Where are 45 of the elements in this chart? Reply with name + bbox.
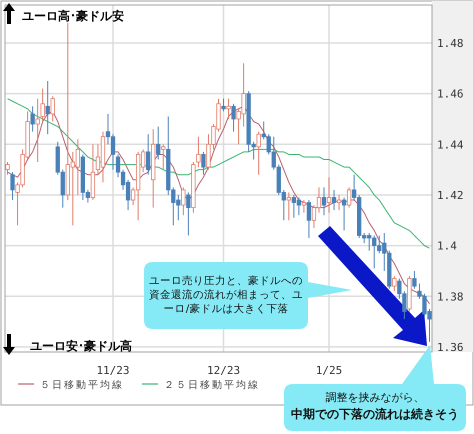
candlestick	[392, 276, 396, 292]
annotation: ユーロ売り圧力と、豪ドルへの資金還流の流れが相まって、ユーロ/豪ドルは大きく下落	[148, 274, 304, 317]
candlestick	[156, 126, 160, 160]
y-tick-label: 1.48	[437, 36, 464, 50]
candlestick	[336, 194, 342, 211]
line-series	[7, 98, 430, 249]
candlestick	[326, 176, 332, 214]
annotation: ユーロ高･豪ドル安	[22, 9, 124, 23]
candlestick	[40, 88, 45, 122]
candlestick	[342, 196, 346, 231]
candlestick	[196, 136, 201, 168]
y-tick-label: 1.38	[437, 290, 464, 304]
candlestick	[46, 80, 50, 135]
candlestick	[30, 106, 35, 132]
annotation: ユーロ安･豪ドル高	[30, 339, 132, 353]
candlestick	[306, 200, 312, 239]
candlestick	[302, 200, 306, 214]
candlestick	[286, 192, 291, 221]
candlestick	[332, 189, 336, 211]
y-tick-label: 1.46	[437, 88, 464, 101]
candlestick	[256, 131, 261, 176]
candlestick	[50, 96, 55, 122]
candlestick	[231, 103, 236, 132]
candlestick	[181, 186, 186, 216]
legend-label: ２５日移動平均線	[164, 379, 260, 391]
y-tick-label: 1.36	[437, 340, 464, 354]
x-tick-label: 12/23	[206, 364, 240, 377]
candlestick	[10, 172, 15, 201]
y-tick-label: 1.4	[437, 240, 458, 253]
y-tick-label: 1.44	[437, 138, 464, 152]
candlestick	[146, 134, 150, 176]
candlestick	[161, 144, 166, 170]
candlestick	[186, 192, 191, 236]
candlestick	[201, 151, 206, 176]
y-tick-label: 1.42	[437, 188, 464, 202]
text: 調整を挟みながら、	[324, 391, 426, 405]
legend-label: ５日移動平均線	[40, 379, 124, 391]
x-tick-label: 1/25	[316, 364, 342, 377]
candlestick	[322, 186, 326, 216]
x-tick-label: 11/23	[96, 364, 130, 377]
candlestick	[412, 270, 417, 290]
candlestick	[35, 98, 40, 163]
text: 中期での下落の流れは続きそう	[290, 407, 460, 421]
candlestick	[346, 186, 352, 208]
candlestick	[5, 162, 10, 176]
